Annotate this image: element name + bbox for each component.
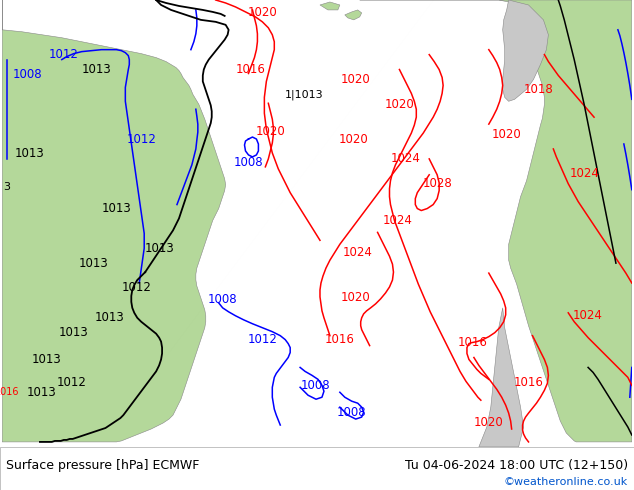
Polygon shape [2, 0, 226, 442]
Polygon shape [503, 0, 548, 101]
Text: 1020: 1020 [474, 416, 503, 429]
Text: 1020: 1020 [256, 124, 285, 138]
Text: 1012: 1012 [49, 48, 79, 61]
Text: 1008: 1008 [337, 406, 366, 418]
Text: Tu 04-06-2024 18:00 UTC (12+150): Tu 04-06-2024 18:00 UTC (12+150) [404, 459, 628, 472]
Text: 1024: 1024 [391, 152, 420, 166]
Text: 1016: 1016 [235, 63, 266, 76]
Text: 1028: 1028 [422, 177, 452, 190]
Text: 1013: 1013 [79, 257, 108, 270]
Polygon shape [320, 2, 340, 10]
Polygon shape [345, 10, 361, 20]
Text: 1016: 1016 [514, 376, 543, 389]
Text: 3: 3 [4, 182, 11, 192]
Text: 1016: 1016 [0, 387, 20, 397]
Polygon shape [479, 308, 524, 447]
Text: 1020: 1020 [339, 132, 368, 146]
Text: 1020: 1020 [341, 292, 371, 304]
Text: 1024: 1024 [573, 309, 603, 322]
Text: 1020: 1020 [492, 127, 522, 141]
Text: 1013: 1013 [144, 242, 174, 255]
Text: 1013: 1013 [82, 63, 112, 76]
Text: 1013: 1013 [15, 147, 45, 160]
Text: 1016: 1016 [325, 333, 355, 346]
Text: 1012: 1012 [126, 132, 156, 146]
Text: 1013: 1013 [94, 311, 124, 324]
Text: 1016: 1016 [458, 336, 488, 349]
Text: 1013: 1013 [32, 353, 61, 366]
Text: Surface pressure [hPa] ECMWF: Surface pressure [hPa] ECMWF [6, 459, 200, 472]
Text: 1008: 1008 [234, 156, 263, 170]
Text: 1013: 1013 [101, 202, 131, 215]
Text: 1018: 1018 [524, 83, 553, 96]
Text: 1020: 1020 [341, 73, 371, 86]
Text: 1013: 1013 [27, 386, 57, 399]
Text: 1012: 1012 [57, 376, 87, 389]
Text: 1|1013: 1|1013 [285, 89, 323, 99]
Text: 1008: 1008 [208, 294, 238, 306]
Text: 1024: 1024 [382, 214, 412, 227]
Text: 1020: 1020 [385, 98, 414, 111]
Text: 1024: 1024 [569, 167, 599, 180]
Text: ©weatheronline.co.uk: ©weatheronline.co.uk [503, 477, 628, 487]
Polygon shape [359, 0, 632, 442]
Text: 1012: 1012 [247, 333, 277, 346]
Text: 1013: 1013 [59, 326, 89, 339]
Text: 1024: 1024 [343, 246, 373, 259]
Text: 1008: 1008 [12, 68, 42, 81]
Text: 1012: 1012 [121, 281, 151, 294]
Text: 1020: 1020 [247, 6, 277, 20]
Text: 1008: 1008 [301, 379, 330, 392]
